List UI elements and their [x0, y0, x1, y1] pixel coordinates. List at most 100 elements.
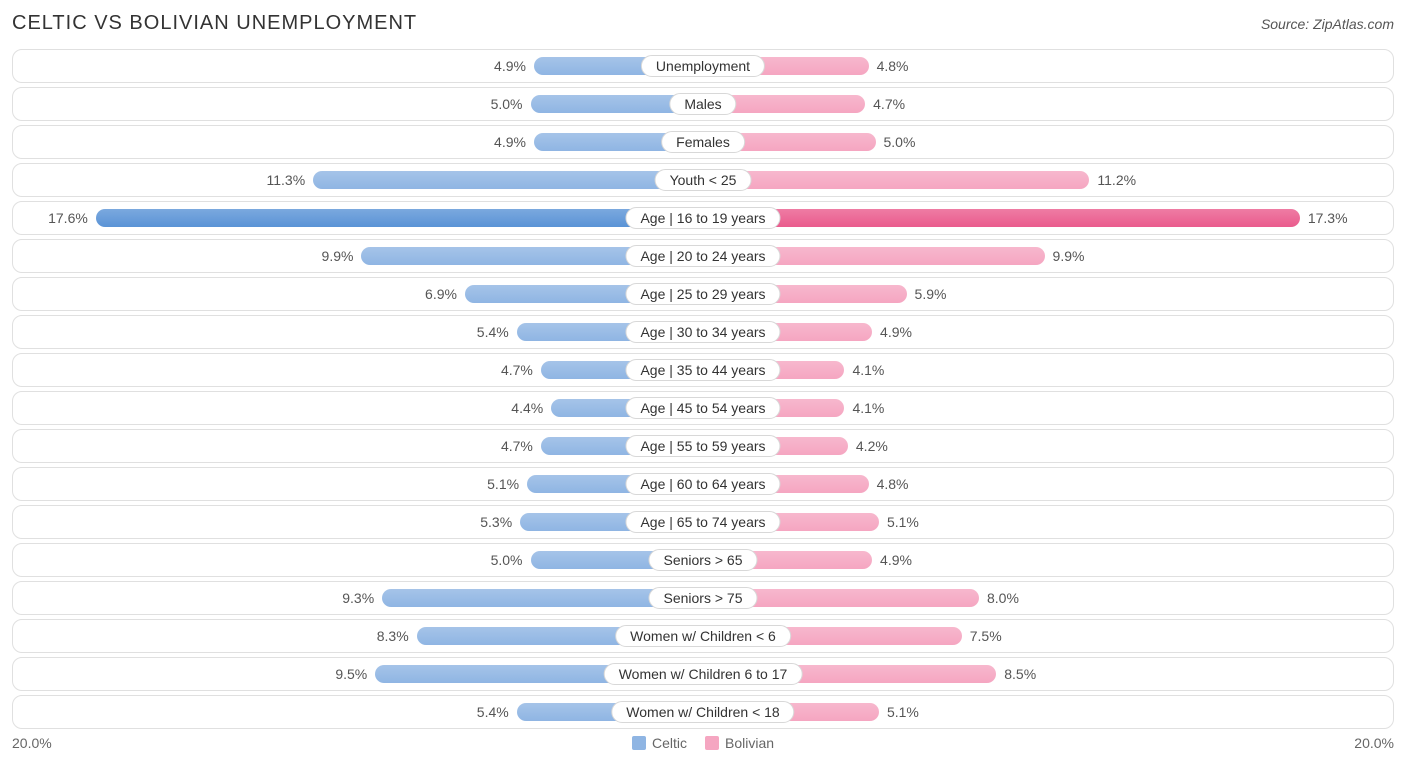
chart-legend: Celtic Bolivian [632, 735, 774, 751]
category-label: Age | 20 to 24 years [625, 245, 780, 267]
mirrored-bar-chart: 4.9%4.8%Unemployment5.0%4.7%Males4.9%5.0… [12, 49, 1394, 729]
category-label: Women w/ Children 6 to 17 [604, 663, 803, 685]
right-half: 5.1% [703, 506, 1393, 538]
chart-title: CELTIC VS BOLIVIAN UNEMPLOYMENT [12, 12, 417, 35]
right-value: 4.2% [848, 438, 896, 454]
left-value: 9.9% [314, 248, 362, 264]
left-half: 9.9% [13, 240, 703, 272]
category-label: Age | 16 to 19 years [625, 207, 780, 229]
right-value: 9.9% [1045, 248, 1093, 264]
chart-row: 5.0% 4.7% Males [12, 87, 1394, 121]
right-value: 5.1% [879, 514, 927, 530]
legend-item-bolivian: Bolivian [705, 735, 774, 751]
category-label: Males [669, 93, 736, 115]
left-value: 4.9% [486, 58, 534, 74]
right-value: 5.1% [879, 704, 927, 720]
chart-header: CELTIC VS BOLIVIAN UNEMPLOYMENT Source: … [12, 12, 1394, 35]
legend-label-bolivian: Bolivian [725, 735, 774, 751]
left-half: 9.5% [13, 658, 703, 690]
chart-row: 4.7% 4.1% Age | 35 to 44 years [12, 353, 1394, 387]
right-value: 4.1% [844, 362, 892, 378]
chart-axis: 20.0% Celtic Bolivian 20.0% [12, 735, 1394, 751]
right-value: 5.0% [876, 134, 924, 150]
left-value: 17.6% [40, 210, 96, 226]
left-value: 5.4% [469, 704, 517, 720]
right-value: 4.8% [869, 476, 917, 492]
right-value: 4.1% [844, 400, 892, 416]
chart-row: 5.4%4.9%Age | 30 to 34 years [12, 315, 1394, 349]
left-half: 8.3% [13, 620, 703, 652]
legend-item-celtic: Celtic [632, 735, 687, 751]
right-value: 4.9% [872, 324, 920, 340]
left-half: 4.9% [13, 50, 703, 82]
left-half: 5.1% [13, 468, 703, 500]
right-value: 17.3% [1300, 210, 1356, 226]
left-value: 5.0% [483, 96, 531, 112]
right-value: 8.0% [979, 590, 1027, 606]
left-half: 4.4% [13, 392, 703, 424]
left-half: 4.7% [13, 430, 703, 462]
left-half: 4.9% [13, 126, 703, 158]
left-half: 6.9% [13, 278, 703, 310]
left-value: 5.3% [472, 514, 520, 530]
category-label: Age | 35 to 44 years [625, 359, 780, 381]
left-value: 4.4% [503, 400, 551, 416]
chart-row: 4.9% 5.0% Females [12, 125, 1394, 159]
right-value: 4.7% [865, 96, 913, 112]
category-label: Seniors > 65 [649, 549, 758, 571]
left-value: 8.3% [369, 628, 417, 644]
category-label: Unemployment [641, 55, 765, 77]
right-half: 4.1% [703, 354, 1393, 386]
right-bar [703, 209, 1300, 227]
left-half: 4.7% [13, 354, 703, 386]
left-value: 4.7% [493, 438, 541, 454]
left-value: 9.5% [327, 666, 375, 682]
left-value: 4.9% [486, 134, 534, 150]
left-bar [96, 209, 703, 227]
chart-row: 5.0% 4.9% Seniors > 65 [12, 543, 1394, 577]
axis-left-max: 20.0% [12, 735, 52, 751]
right-half: 5.0% [703, 126, 1393, 158]
category-label: Age | 30 to 34 years [625, 321, 780, 343]
left-value: 11.3% [258, 172, 313, 188]
right-half: 4.2% [703, 430, 1393, 462]
chart-row: 17.6% 17.3% Age | 16 to 19 years [12, 201, 1394, 235]
right-half: 4.8% [703, 468, 1393, 500]
right-half: 8.0% [703, 582, 1393, 614]
left-half: 11.3% [13, 164, 703, 196]
right-half: 5.1% [703, 696, 1393, 728]
left-half: 5.4% [13, 696, 703, 728]
right-half: 4.1% [703, 392, 1393, 424]
chart-row: 5.1% 4.8% Age | 60 to 64 years [12, 467, 1394, 501]
chart-row: 4.4%4.1%Age | 45 to 54 years [12, 391, 1394, 425]
legend-swatch-bolivian [705, 736, 719, 750]
right-bar [703, 171, 1089, 189]
chart-row: 9.5% 8.5% Women w/ Children 6 to 17 [12, 657, 1394, 691]
left-value: 6.9% [417, 286, 465, 302]
category-label: Age | 65 to 74 years [625, 511, 780, 533]
axis-right-max: 20.0% [1354, 735, 1394, 751]
right-value: 8.5% [996, 666, 1044, 682]
chart-row: 4.7% 4.2% Age | 55 to 59 years [12, 429, 1394, 463]
left-value: 4.7% [493, 362, 541, 378]
right-value: 7.5% [962, 628, 1010, 644]
chart-row: 11.3%11.2%Youth < 25 [12, 163, 1394, 197]
legend-label-celtic: Celtic [652, 735, 687, 751]
category-label: Age | 60 to 64 years [625, 473, 780, 495]
left-half: 5.0% [13, 88, 703, 120]
chart-row: 9.9% 9.9% Age | 20 to 24 years [12, 239, 1394, 273]
chart-row: 6.9%5.9%Age | 25 to 29 years [12, 277, 1394, 311]
right-half: 4.7% [703, 88, 1393, 120]
left-half: 9.3% [13, 582, 703, 614]
category-label: Age | 55 to 59 years [625, 435, 780, 457]
right-half: 4.9% [703, 316, 1393, 348]
left-half: 5.0% [13, 544, 703, 576]
right-value: 4.8% [869, 58, 917, 74]
right-half: 8.5% [703, 658, 1393, 690]
right-value: 4.9% [872, 552, 920, 568]
left-value: 5.0% [483, 552, 531, 568]
right-half: 4.8% [703, 50, 1393, 82]
category-label: Females [661, 131, 745, 153]
chart-row: 5.3% 5.1% Age | 65 to 74 years [12, 505, 1394, 539]
right-half: 4.9% [703, 544, 1393, 576]
